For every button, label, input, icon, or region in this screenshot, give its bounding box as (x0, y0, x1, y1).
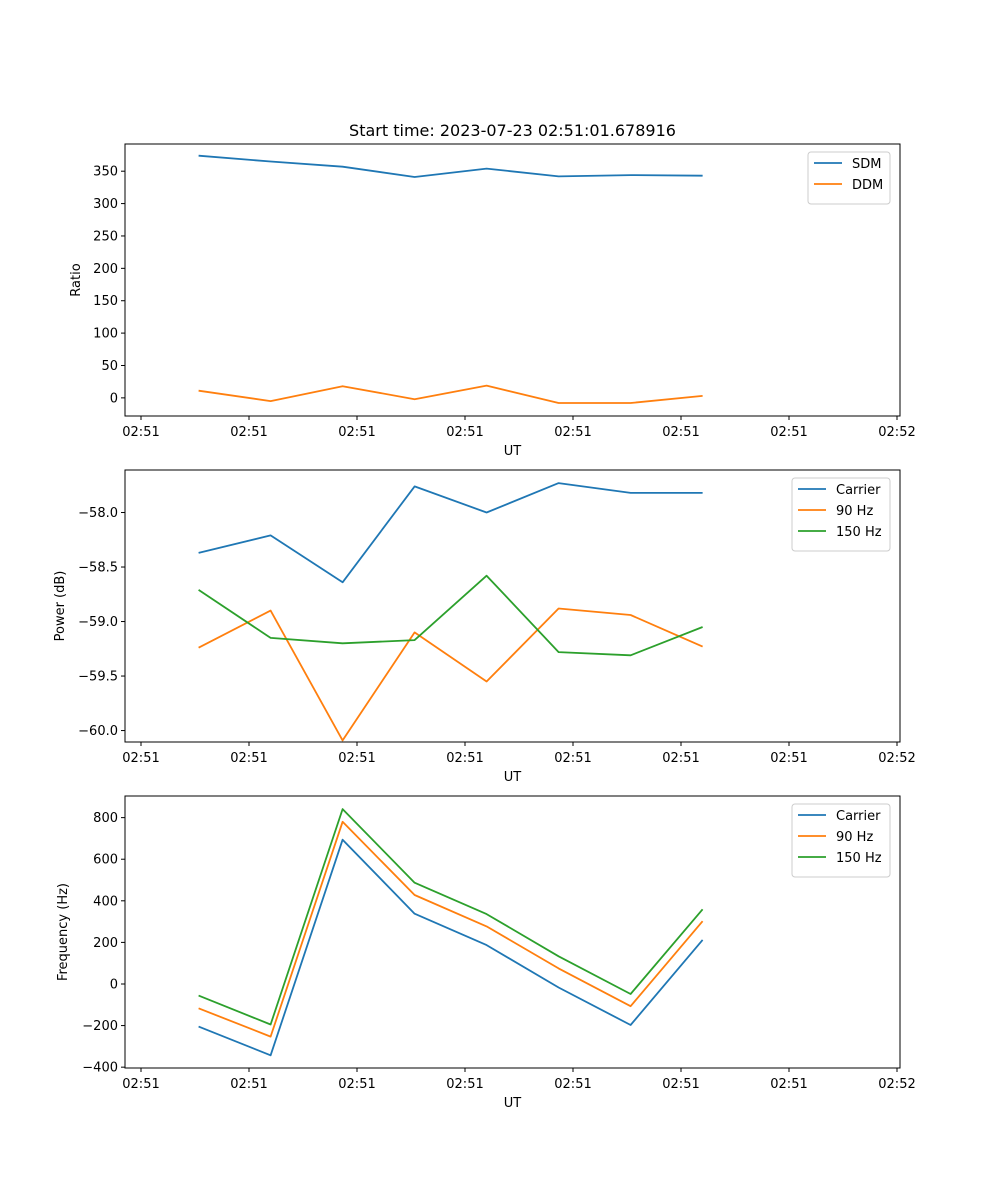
x-tick-label: 02:51 (554, 751, 591, 766)
x-tick-label: 02:51 (122, 751, 159, 766)
series-line-carrier (198, 838, 704, 1057)
series-line-ddm (198, 384, 703, 404)
y-tick-label: −400 (82, 1061, 118, 1076)
y-axis-label: Ratio (69, 263, 84, 296)
legend-entry: DDM (852, 178, 883, 193)
y-tick-label: 0 (110, 391, 118, 406)
x-axis-label: UT (504, 1096, 522, 1111)
x-tick-label: 02:51 (770, 751, 807, 766)
y-tick-label: 50 (101, 359, 118, 374)
series-line-150-hz (198, 574, 703, 657)
x-tick-label: 02:51 (770, 425, 807, 440)
legend-entry: 150 Hz (836, 525, 882, 540)
series-line-90-hz (198, 820, 704, 1038)
plot-frame (124, 469, 901, 743)
x-tick-label: 02:52 (878, 751, 915, 766)
x-tick-label: 02:51 (446, 425, 483, 440)
chart-panel-3: −400 −200 0 200 400 600 800 02:51 02:51 02:51 02:5… (56, 795, 916, 1111)
y-axis-label: Frequency (Hz) (56, 883, 71, 981)
x-tick-label: 02:51 (446, 751, 483, 766)
plot-frame (124, 795, 901, 1069)
chart-title: Start time: 2023-07-23 02:51:01.678916 (349, 121, 676, 140)
legend-entry: Carrier (836, 483, 881, 498)
y-tick-label: 100 (93, 327, 118, 342)
x-tick-label: 02:51 (662, 1077, 699, 1092)
chart-panel-1: Start time: 2023-07-23 02:51:01.678916 0 5… (69, 121, 916, 459)
y-tick-label: 600 (93, 853, 118, 868)
y-tick-label: 350 (93, 165, 118, 180)
series-line-sdm (198, 154, 703, 178)
x-tick-label: 02:51 (662, 751, 699, 766)
legend-box (791, 803, 891, 878)
y-tick-label: −200 (82, 1019, 118, 1034)
x-tick-label: 02:51 (662, 425, 699, 440)
legend: Carrier 90 Hz 150 Hz (791, 477, 891, 552)
y-tick-label: 0 (110, 977, 118, 992)
y-tick-label: 200 (93, 262, 118, 277)
x-tick-label: 02:51 (338, 751, 375, 766)
x-tick-label: 02:51 (122, 1077, 159, 1092)
chart-panel-2: −60.0 −59.5 −59.0 −58.5 −58.0 02:51 02:51 02:51… (53, 469, 916, 785)
y-tick-label: 400 (93, 894, 118, 909)
legend-box (791, 477, 891, 552)
y-axis-label: Power (dB) (53, 571, 68, 642)
y-tick-label: 800 (93, 811, 118, 826)
x-tick-label: 02:51 (230, 751, 267, 766)
legend-box (807, 151, 891, 205)
x-tick-label: 02:52 (878, 1077, 915, 1092)
legend-entry: 90 Hz (836, 830, 873, 845)
x-axis-label: UT (504, 444, 522, 459)
legend: SDM DDM (807, 151, 891, 205)
series-line-carrier (198, 482, 703, 584)
y-tick-label: −58.0 (78, 506, 118, 521)
y-tick-label: −59.0 (78, 615, 118, 630)
y-tick-label: −58.5 (78, 561, 118, 576)
y-tick-label: −60.0 (78, 724, 118, 739)
y-tick-label: 150 (93, 294, 118, 309)
x-tick-label: 02:51 (230, 1077, 267, 1092)
x-tick-label: 02:51 (446, 1077, 483, 1092)
x-axis-label: UT (504, 770, 522, 785)
x-tick-label: 02:52 (878, 425, 915, 440)
x-tick-label: 02:51 (230, 425, 267, 440)
legend: Carrier 90 Hz 150 Hz (791, 803, 891, 878)
y-tick-label: 200 (93, 936, 118, 951)
legend-entry: Carrier (836, 809, 881, 824)
legend-entry: SDM (852, 157, 881, 172)
legend-entry: 90 Hz (836, 504, 873, 519)
x-tick-label: 02:51 (122, 425, 159, 440)
x-tick-label: 02:51 (338, 425, 375, 440)
x-tick-label: 02:51 (338, 1077, 375, 1092)
series-line-90-hz (198, 607, 703, 742)
y-tick-label: 300 (93, 197, 118, 212)
legend-entry: 150 Hz (836, 851, 882, 866)
y-tick-label: 250 (93, 229, 118, 244)
series-line-150-hz (198, 808, 704, 1026)
plot-frame (124, 143, 901, 417)
x-tick-label: 02:51 (770, 1077, 807, 1092)
x-tick-label: 02:51 (554, 425, 591, 440)
y-tick-label: −59.5 (78, 670, 118, 685)
x-tick-label: 02:51 (554, 1077, 591, 1092)
